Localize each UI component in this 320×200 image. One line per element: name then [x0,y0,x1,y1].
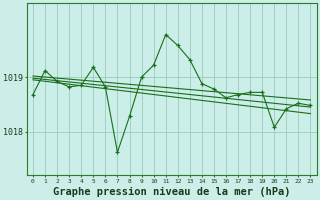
X-axis label: Graphe pression niveau de la mer (hPa): Graphe pression niveau de la mer (hPa) [53,186,291,197]
